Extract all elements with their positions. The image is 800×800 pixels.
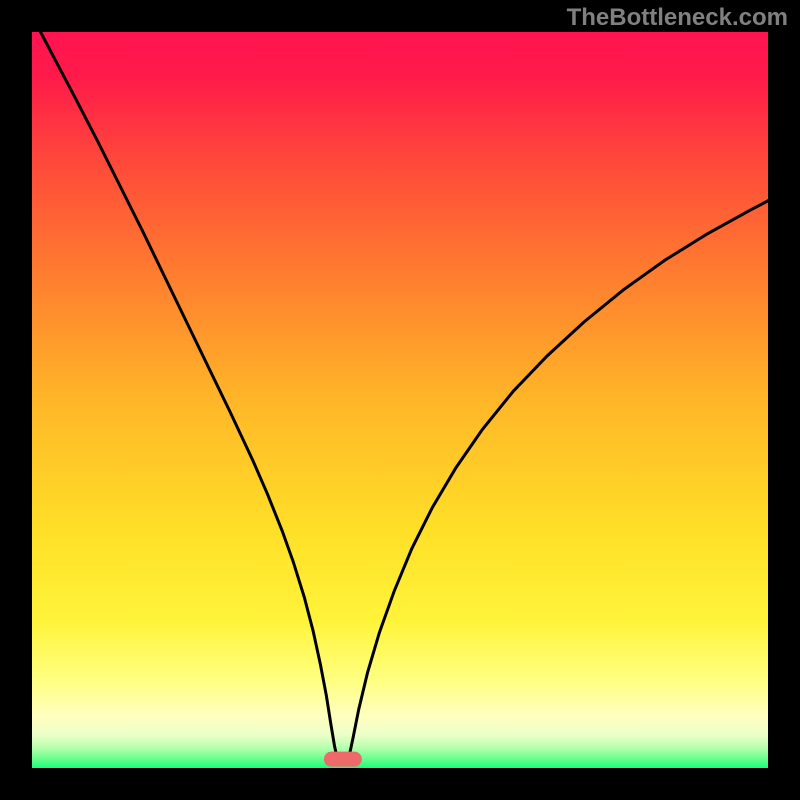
minimum-marker [323, 752, 361, 767]
watermark-text: TheBottleneck.com [567, 4, 788, 32]
curve-left-branch [32, 32, 337, 759]
page-frame: TheBottleneck.com [0, 0, 800, 800]
curve-right-branch [348, 197, 768, 759]
chart-area [32, 32, 768, 768]
bottleneck-curve [32, 32, 768, 768]
